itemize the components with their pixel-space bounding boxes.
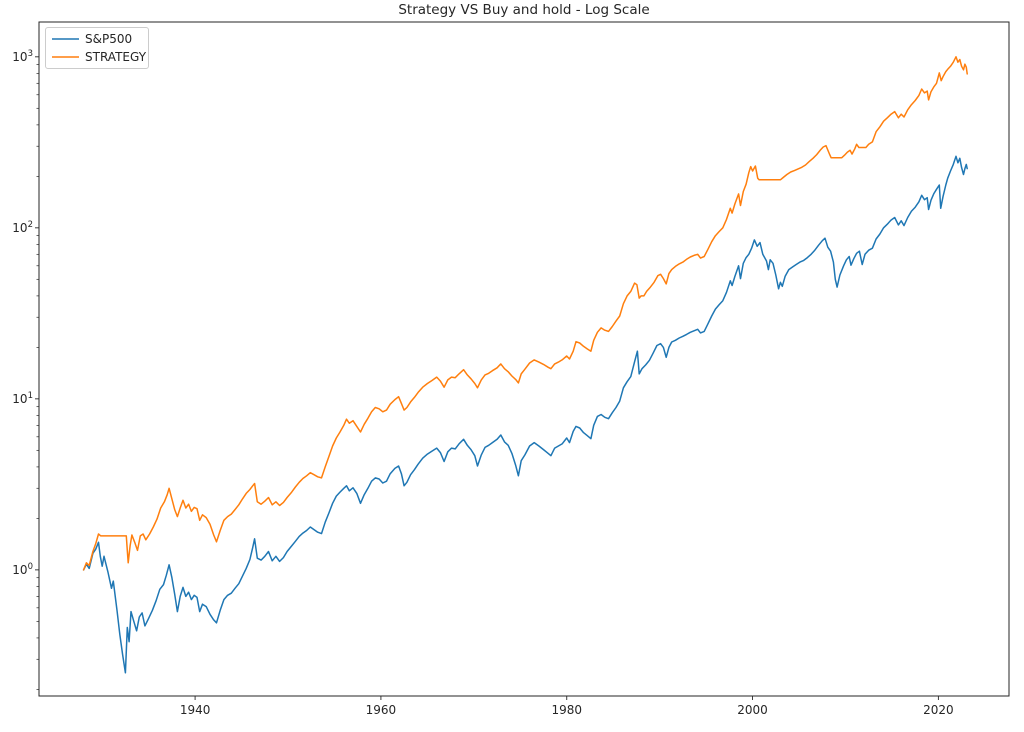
x-tick-label: 1980 [551,703,582,717]
y-tick-label: 100 [12,562,33,577]
y-tick-label: 102 [12,220,33,235]
series-line-strategy [82,56,968,571]
series-lines [82,56,968,674]
legend-label-strategy: STRATEGY [85,50,147,64]
x-tick-label: 1940 [180,703,211,717]
y-tick-label: 101 [12,391,33,406]
axes-ticks: 1940 1960 1980 2000 2020 100 101 102 103 [12,49,953,717]
legend: S&P500 STRATEGY [45,27,149,69]
legend-label-sp500: S&P500 [85,32,132,46]
x-tick-label: 2020 [923,703,954,717]
x-tick-label: 2000 [737,703,768,717]
chart-title: Strategy VS Buy and hold - Log Scale [398,2,649,18]
series-line-sp500 [82,155,968,674]
y-tick-label: 103 [12,49,33,64]
legend-box [45,27,149,69]
plot-border [38,21,1010,697]
x-tick-label: 1960 [366,703,397,717]
